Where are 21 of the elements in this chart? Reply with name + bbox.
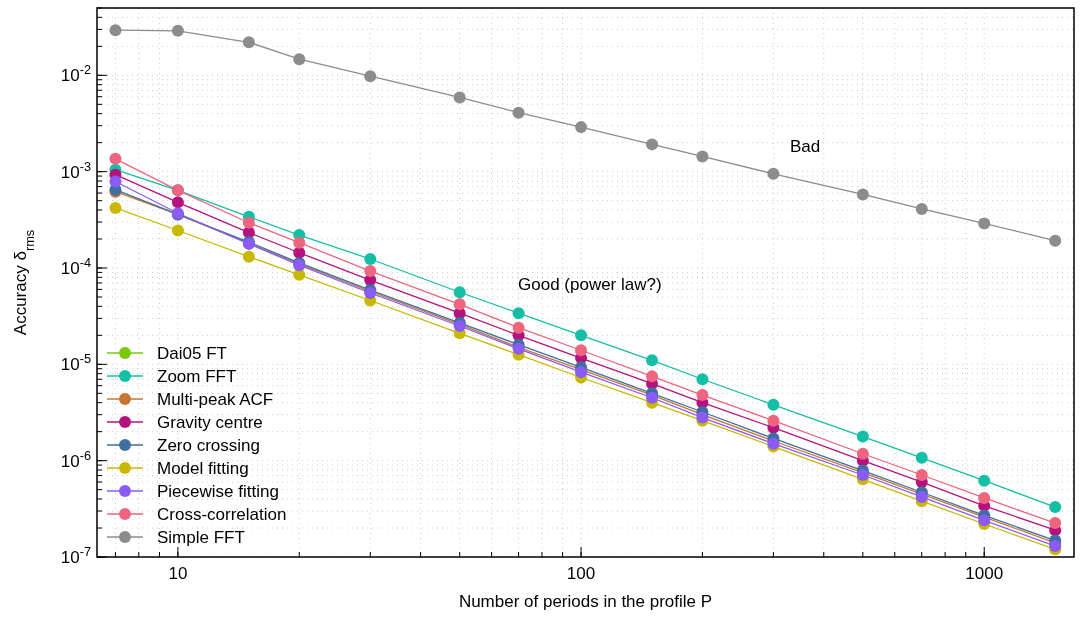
y-tick-label: 10$^{-5}$	[60, 350, 91, 375]
x-axis-title: Number of periods in the profile P	[458, 592, 713, 611]
y-tick-label: 10$^{-6}$	[60, 447, 91, 471]
annotation: Good (power law?)	[518, 275, 662, 294]
legend-label: Zero crossing	[157, 436, 260, 455]
legend-label: Gravity centre	[157, 413, 263, 432]
legend-label: Simple FFT	[157, 528, 245, 547]
y-tick-label: 10$^{-4}$	[60, 254, 91, 278]
y-tick-label: 10$^{-7}$	[60, 543, 91, 567]
annotation: Bad	[790, 137, 821, 156]
y-tick-label: 10$^{-2}$	[60, 61, 91, 86]
legend-label: Zoom FFT	[157, 367, 237, 386]
legend-label: Piecewise fitting	[157, 482, 279, 501]
legend-label: Model fitting	[157, 459, 249, 478]
x-tick-label: 1000	[965, 564, 1004, 583]
x-tick-label: 10	[168, 564, 188, 583]
y-tick-label: 10$^{-3}$	[60, 158, 91, 182]
legend-label: Multi-peak ACF	[157, 390, 274, 409]
x-tick-label: 100	[566, 564, 596, 583]
legend-label: Cross-correlation	[157, 505, 287, 524]
legend-label: Dai05 FT	[157, 344, 227, 363]
